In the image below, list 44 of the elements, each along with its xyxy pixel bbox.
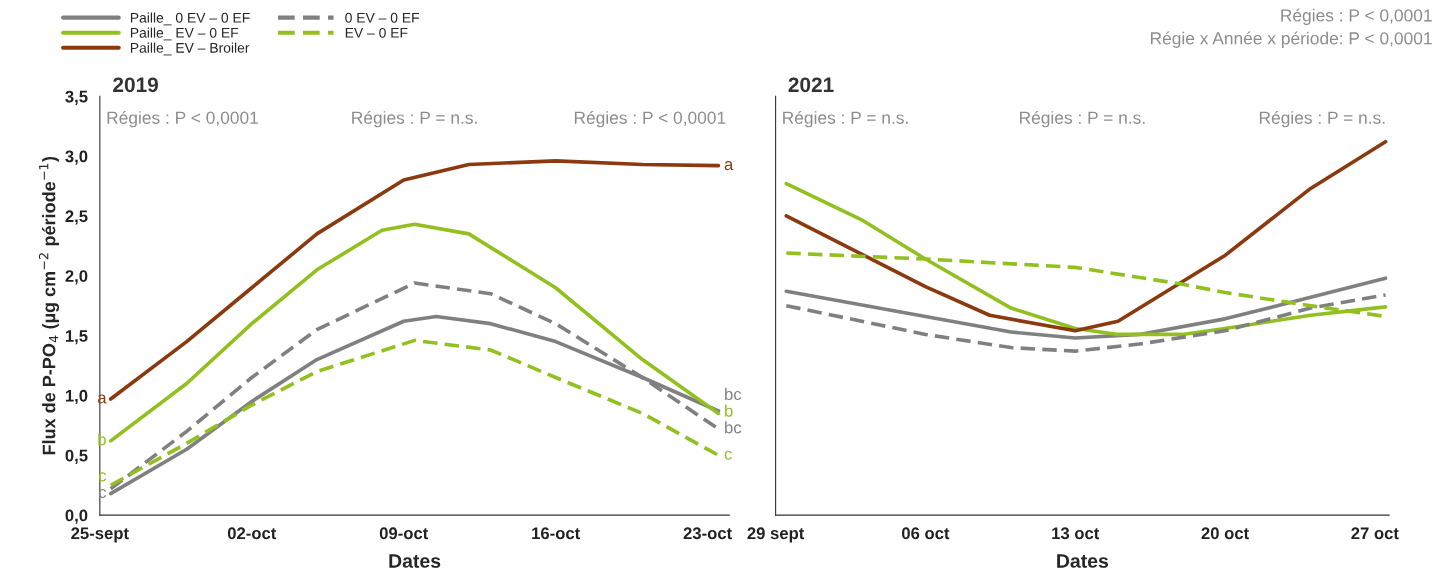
annotation: Régies : P = n.s. — [783, 110, 908, 128]
annotation: Régies : P < 0,0001 — [107, 110, 258, 128]
x-tick-label: 06 oct — [901, 527, 950, 540]
y-tick-label: 2,5 — [65, 210, 88, 225]
y-tick-label: 3,5 — [65, 90, 88, 105]
line-series — [108, 338, 721, 488]
line-series — [108, 222, 721, 443]
annotation: Régies : P = n.s. — [1259, 110, 1385, 128]
chart-title: 2019 — [113, 77, 159, 93]
annotation: a — [724, 161, 734, 171]
chart-title: 2021 — [788, 77, 834, 93]
annotation: c — [724, 450, 732, 460]
y-axis-title: Flux de P-PO$_{4}$ (µg cm$^{−2}$ période$^{−1}$) — [38, 156, 60, 455]
x-tick-label: 13 oct — [1052, 527, 1100, 540]
legend-label: EV – 0 EF — [345, 27, 408, 38]
y-tick-label: 3,0 — [65, 150, 88, 165]
annotation: b — [725, 404, 733, 417]
x-tick-label: 27 oct — [1351, 527, 1399, 540]
y-tick-label: 1,5 — [65, 330, 88, 345]
x-tick-label: 25-sept — [71, 527, 129, 543]
legend-label: Paille_ 0 EV – 0 EF — [130, 12, 250, 26]
x-axis-title: Dates — [1057, 554, 1109, 568]
y-tick-label: 0,5 — [65, 449, 88, 464]
x-tick-label: 29 sept — [747, 527, 805, 543]
x-tick-label: 16-oct — [532, 527, 580, 540]
x-axis-title: Dates — [389, 554, 441, 568]
annotation: Régies : P < 0,0001 — [574, 110, 726, 128]
x-tick-label: 02-oct — [227, 527, 277, 540]
annotation: Régies : P = n.s. — [1020, 110, 1145, 128]
x-tick-label: 23-oct — [683, 527, 732, 540]
line-series — [108, 159, 721, 401]
x-tick-label: 20 oct — [1201, 527, 1249, 540]
y-tick-label: 2,0 — [65, 270, 88, 285]
legend-label: Paille_ EV – 0 EF — [130, 27, 239, 41]
x-tick-label: 09-oct — [379, 527, 429, 540]
y-tick-label: 0,0 — [65, 509, 88, 524]
legend-label: Paille_ EV – Broiler — [130, 42, 250, 56]
text: Régie x Année x période: P < 0,0001 — [1150, 31, 1432, 48]
annotation: bc — [725, 387, 742, 401]
text: Régies : P < 0,0001 — [1281, 8, 1432, 25]
y-tick-label: 1,0 — [65, 389, 88, 405]
legend-label: 0 EV – 0 EF — [345, 12, 420, 23]
annotation: bc — [725, 421, 742, 434]
annotation: Régies : P = n.s. — [352, 110, 477, 128]
